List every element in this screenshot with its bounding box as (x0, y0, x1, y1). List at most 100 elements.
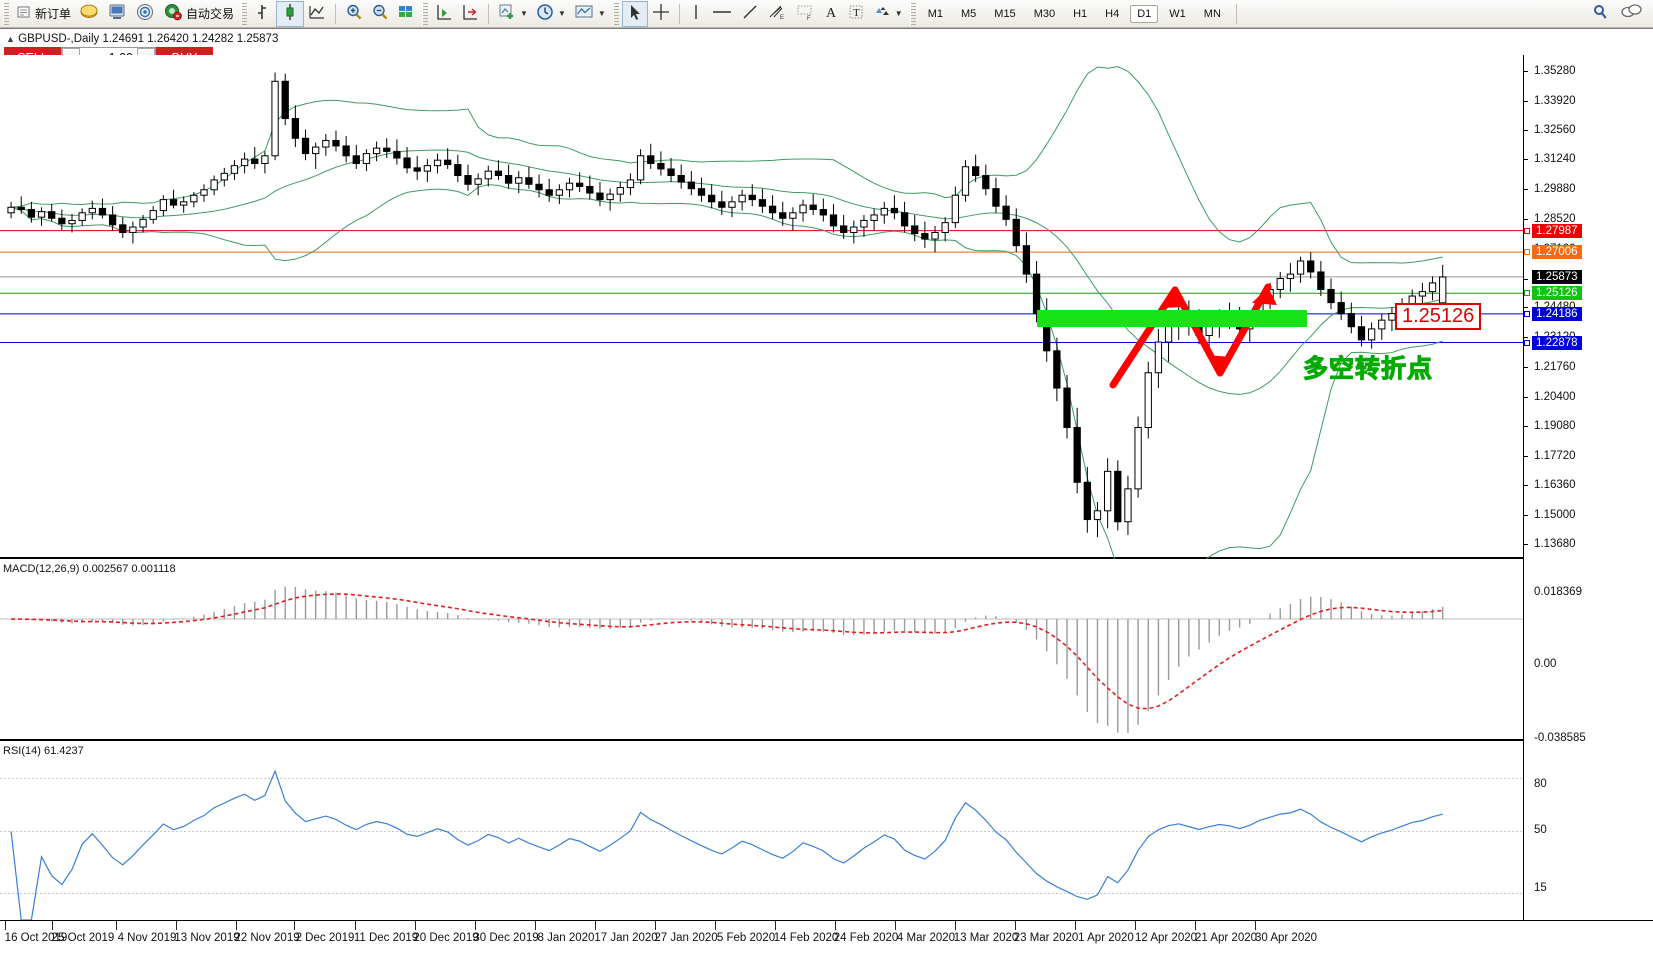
time-axis-tick (52, 921, 53, 930)
autotrade-icon (163, 3, 183, 24)
new-order-icon (16, 4, 32, 23)
rsi-chart-svg (0, 769, 1523, 920)
new-order-button[interactable]: 新订单 (12, 1, 75, 27)
price-level-handle[interactable] (1524, 339, 1530, 346)
annotation-text[interactable]: 多空转折点 (1302, 354, 1434, 384)
bar-chart-button[interactable] (250, 1, 276, 27)
main-toolbar: 新订单 自动交易 (0, 0, 1653, 28)
auto-scroll-button[interactable] (431, 1, 457, 27)
tile-windows-button[interactable] (393, 1, 419, 27)
toolbar-separator (335, 3, 337, 24)
timeframe-h1[interactable]: H1 (1073, 7, 1088, 20)
text-box-icon: T (847, 3, 865, 24)
price-level-handle[interactable] (1524, 249, 1530, 256)
cursor-button[interactable] (621, 0, 648, 27)
chat-button[interactable] (1615, 1, 1647, 27)
timeframe-w1[interactable]: W1 (1169, 7, 1186, 20)
price-pane[interactable]: 1.25126 多空转折点 (0, 55, 1523, 559)
toolbar-grip[interactable] (3, 2, 9, 25)
horizontal-line-button[interactable] (707, 1, 737, 27)
candlestick-button[interactable] (276, 0, 305, 27)
price-level-badge[interactable]: 1.27006 (1532, 245, 1582, 260)
time-axis-tick (1195, 921, 1196, 930)
rsi-pane[interactable]: RSI(14) 61.4237 (0, 743, 1523, 920)
chevron-down-icon-4[interactable]: ▼ (894, 9, 903, 18)
chevron-down-icon-3[interactable]: ▼ (597, 9, 606, 18)
templates-icon (574, 3, 594, 24)
zoom-out-button[interactable] (367, 1, 393, 27)
line-chart-button[interactable] (304, 1, 330, 27)
price-axis-tick (1524, 278, 1528, 280)
support-zone-rectangle[interactable] (1037, 310, 1307, 327)
timeframe-m30[interactable]: M30 (1033, 7, 1056, 20)
trend-line-button[interactable] (737, 1, 763, 27)
price-level-handle[interactable] (1524, 290, 1530, 297)
chevron-down-icon-2[interactable]: ▼ (557, 9, 566, 18)
time-axis-tick (1255, 921, 1256, 930)
time-axis-tick (355, 921, 356, 930)
coin-icon (79, 3, 99, 24)
toolbar-grip-3[interactable] (422, 2, 429, 25)
timeframe-m15[interactable]: M15 (994, 7, 1016, 20)
time-axis-label: 30 Dec 2019 (473, 932, 539, 944)
indicators-button[interactable]: ▼ (494, 1, 532, 27)
text-label-button[interactable]: A (819, 1, 843, 27)
timeframe-d1[interactable]: D1 (1130, 4, 1159, 23)
shapes-button[interactable]: ▼ (869, 1, 907, 27)
price-axis[interactable]: 1.35280 1.33920 1.32560 1.31240 1.29880 1.285… (1523, 55, 1653, 920)
price-level-badge[interactable]: 1.27987 (1532, 223, 1582, 238)
price-axis-label: 1.31240 (1534, 153, 1576, 166)
text-box-button[interactable]: T (843, 1, 869, 27)
coin-button[interactable] (75, 1, 103, 27)
time-axis-label: 4 Nov 2019 (117, 932, 177, 944)
timeframe-h4[interactable]: H4 (1105, 7, 1120, 20)
time-axis-tick (835, 921, 836, 930)
macd-axis-label: -0.038585 (1534, 732, 1586, 744)
toolbar-separator-3 (678, 3, 680, 24)
line-chart-icon (308, 3, 326, 24)
time-axis[interactable]: 16 Oct 2019 25 Oct 2019 4 Nov 2019 13 Nov 2… (0, 920, 1653, 957)
toolbar-grip-4[interactable] (612, 2, 619, 25)
fibonacci-button[interactable]: E (763, 1, 791, 27)
chart-shift-button[interactable] (457, 1, 483, 27)
price-level-badge[interactable]: 1.22878 (1532, 335, 1582, 350)
price-level-handle[interactable] (1524, 310, 1530, 317)
zoom-in-button[interactable] (341, 1, 367, 27)
price-callout-label[interactable]: 1.25126 (1395, 303, 1482, 330)
price-level-badge[interactable]: 1.25126 (1532, 286, 1582, 301)
chat-icon (1619, 3, 1643, 24)
time-axis-label: 22 Nov 2019 (234, 932, 300, 944)
price-level-badge[interactable]: 1.25873 (1532, 269, 1582, 284)
terminal-button[interactable] (103, 1, 131, 27)
time-axis-tick (595, 921, 596, 930)
time-axis-tick (176, 921, 177, 930)
signals-button[interactable] (131, 1, 159, 27)
period-button[interactable]: ▼ (532, 1, 570, 27)
price-axis-label: 1.15000 (1534, 509, 1576, 522)
price-level-handle[interactable] (1524, 227, 1530, 234)
timeframe-m5[interactable]: M5 (961, 7, 977, 20)
vertical-line-button[interactable] (685, 1, 707, 27)
time-axis-label: 8 Jan 2020 (537, 932, 595, 944)
price-level-badge[interactable]: 1.24186 (1532, 306, 1582, 321)
toolbar-grip-5[interactable] (909, 2, 916, 25)
channel-button[interactable]: F (791, 1, 819, 27)
toolbar-grip-2[interactable] (241, 2, 248, 25)
trend-line-icon (741, 3, 759, 24)
macd-axis-label: 0.018369 (1534, 586, 1582, 598)
timeframe-m1[interactable]: M1 (927, 7, 943, 20)
search-button[interactable] (1587, 1, 1615, 27)
templates-button[interactable]: ▼ (570, 1, 610, 27)
chevron-down-icon[interactable]: ▼ (520, 9, 528, 18)
collapse-triangle-icon[interactable]: ▲ (6, 34, 15, 44)
price-axis-tick (1524, 337, 1528, 339)
rsi-label: RSI(14) 61.4237 (3, 745, 84, 757)
timeframe-mn[interactable]: MN (1203, 7, 1221, 20)
macd-pane[interactable]: MACD(12,26,9) 0.002567 0.001118 (0, 561, 1523, 741)
time-axis-tick (895, 921, 896, 930)
signals-icon (135, 3, 155, 24)
time-axis-tick (1015, 921, 1016, 930)
crosshair-button[interactable] (648, 1, 674, 27)
price-axis-tick (1524, 70, 1528, 72)
autotrade-button[interactable]: 自动交易 (159, 1, 238, 27)
